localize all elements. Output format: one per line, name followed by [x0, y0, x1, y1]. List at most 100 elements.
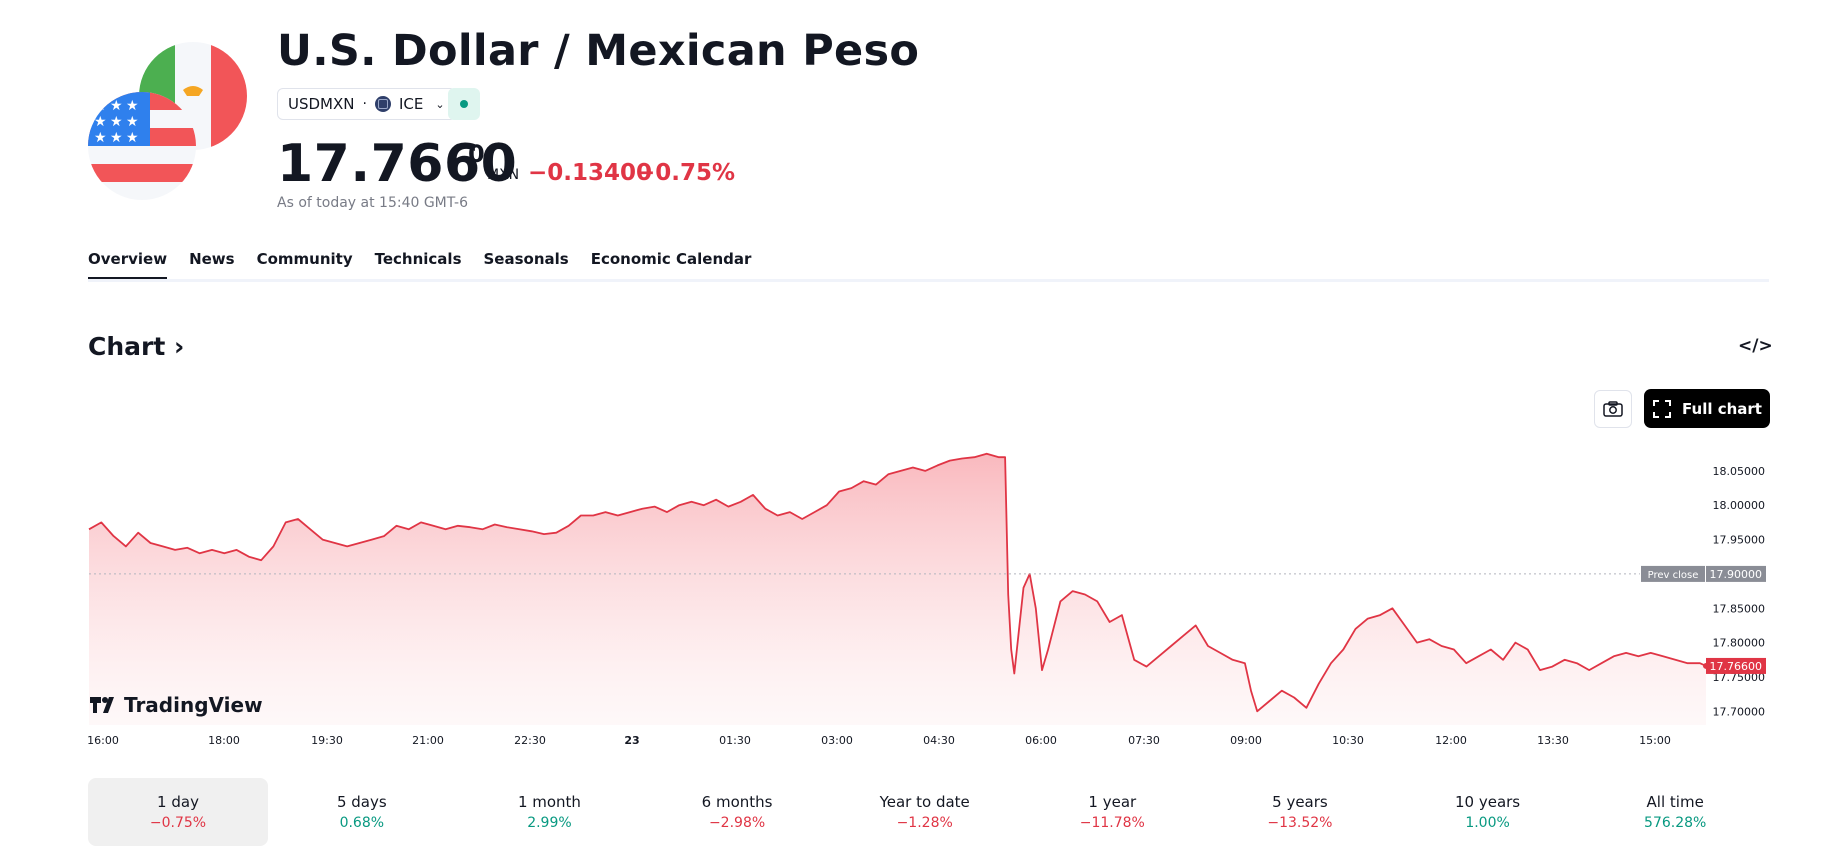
prev-close-tag	[1641, 565, 1705, 582]
x-axis-tick-label: 15:00	[1639, 734, 1671, 747]
svg-text:★: ★	[110, 98, 123, 114]
y-axis-tick-label: 18.00000	[1713, 499, 1766, 512]
chevron-down-icon: ⌄	[435, 97, 445, 111]
code-embed-icon[interactable]: </>	[1738, 336, 1773, 356]
prev-close-value-tag	[1706, 565, 1766, 582]
last-price-tag	[1706, 657, 1766, 674]
chevron-right-icon: ›	[165, 332, 185, 361]
period-all-time[interactable]: All time 576.28%	[1581, 778, 1769, 846]
mexico-flag-icon	[139, 42, 247, 150]
x-axis-tick-label: 09:00	[1230, 734, 1262, 747]
svg-text:★: ★	[126, 98, 139, 114]
exchange-label: ICE	[398, 95, 424, 113]
period-label: 1 day	[157, 793, 199, 811]
period-year-to-date[interactable]: Year to date −1.28%	[831, 778, 1019, 846]
tabs-divider	[88, 279, 1769, 282]
x-axis-tick-label: 04:30	[923, 734, 955, 747]
period-change: 576.28%	[1644, 815, 1707, 831]
svg-text:★: ★	[94, 130, 107, 146]
x-axis-tick-label: 06:00	[1025, 734, 1057, 747]
fullscreen-icon	[1653, 399, 1672, 418]
period-change: 1.00%	[1465, 815, 1510, 831]
x-axis-tick-label: 07:30	[1128, 734, 1160, 747]
y-axis-tick-label: 17.95000	[1713, 534, 1766, 547]
market-open-dot-icon	[460, 100, 468, 108]
period-1-day[interactable]: 1 day −0.75%	[88, 778, 268, 846]
period-1-year[interactable]: 1 year −11.78%	[1019, 778, 1207, 846]
last-price-axis-label: 17.76600	[1710, 660, 1763, 673]
period-label: 1 month	[517, 793, 581, 811]
tradingview-logo-icon	[90, 697, 114, 713]
snapshot-button[interactable]	[1594, 390, 1632, 428]
period-change: 2.99%	[527, 815, 572, 831]
last-price-extra-digit: 0	[468, 140, 485, 168]
period-6-months[interactable]: 6 months −2.98%	[643, 778, 831, 846]
y-axis-tick-label: 17.70000	[1713, 705, 1766, 718]
svg-text:★: ★	[94, 114, 107, 130]
x-axis-tick-label: 19:30	[311, 734, 343, 747]
full-chart-button[interactable]: Full chart	[1644, 389, 1770, 428]
chart-heading-label: Chart	[88, 332, 166, 361]
x-axis-tick-label: 01:30	[719, 734, 751, 747]
period-5-days[interactable]: 5 days 0.68%	[268, 778, 456, 846]
chart-section-link[interactable]: Chart ›	[88, 332, 184, 361]
y-axis-tick-label: 17.80000	[1713, 637, 1766, 650]
x-axis-tick-label: 16:00	[87, 734, 119, 747]
svg-text:★: ★	[126, 114, 139, 130]
price-currency: MXN	[487, 167, 520, 183]
period-label: 1 year	[1088, 793, 1137, 811]
period-label: 5 years	[1272, 793, 1328, 811]
symbol-exchange-dropdown[interactable]: USDMXN · ICE ⌄	[277, 88, 456, 120]
period-change: −2.98%	[708, 815, 766, 831]
price-change-percent: −0.75%	[636, 160, 736, 186]
y-axis-tick-label: 18.05000	[1713, 465, 1766, 478]
tradingview-logo-text: TradingView	[124, 693, 263, 717]
prev-close-label: Prev close	[1648, 570, 1699, 581]
period-10-years[interactable]: 10 years 1.00%	[1394, 778, 1582, 846]
period-label: 6 months	[701, 793, 773, 811]
prev-close-value: 17.90000	[1710, 568, 1763, 581]
symbol-label: USDMXN	[288, 95, 355, 113]
price-timestamp: As of today at 15:40 GMT-6	[277, 195, 468, 211]
price-area-fill	[89, 453, 1706, 725]
period-label: 5 days	[336, 793, 387, 811]
period-5-years[interactable]: 5 years −13.52%	[1206, 778, 1394, 846]
period-label: All time	[1646, 793, 1704, 811]
usa-flag-icon: ★ ★ ★ ★ ★ ★ ★ ★ ★	[88, 92, 196, 200]
tab-seasonals[interactable]: Seasonals	[483, 250, 569, 268]
period-1-month[interactable]: 1 month 2.99%	[456, 778, 644, 846]
period-label: Year to date	[879, 793, 970, 811]
page-title: U.S. Dollar / Mexican Peso	[277, 26, 920, 76]
tab-overview[interactable]: Overview	[88, 250, 168, 280]
y-axis-tick-label: 17.75000	[1713, 671, 1766, 684]
symbol-flags: ★ ★ ★ ★ ★ ★ ★ ★ ★	[88, 42, 248, 202]
camera-icon	[1603, 401, 1623, 417]
svg-text:★: ★	[110, 114, 123, 130]
period-change: −11.78%	[1079, 815, 1145, 831]
x-axis-tick-label: 03:00	[821, 734, 853, 747]
price-change: −0.13400	[528, 160, 653, 186]
price-line	[88, 452, 1707, 713]
separator-dot: ·	[362, 96, 367, 112]
x-axis-tick-label: 23	[624, 734, 639, 747]
period-label: 10 years	[1454, 793, 1521, 811]
exchange-icon	[374, 96, 391, 112]
tab-technicals[interactable]: Technicals	[374, 250, 462, 268]
price-chart[interactable]: 18.05000 18.00000 17.95000 17.85000 17.80000…	[0, 440, 1837, 755]
section-tabs: Overview News Community Technicals Seaso…	[88, 250, 751, 280]
period-change: −1.28%	[896, 815, 953, 831]
x-axis-tick-label: 18:00	[208, 734, 240, 747]
svg-text:★: ★	[110, 130, 123, 146]
last-price: 17.7660	[277, 134, 518, 194]
period-change: −13.52%	[1267, 815, 1333, 831]
svg-text:★: ★	[94, 98, 107, 114]
full-chart-label: Full chart	[1682, 399, 1762, 418]
x-axis-tick-label: 12:00	[1435, 734, 1467, 747]
tradingview-logo: TradingView	[90, 693, 263, 717]
period-change: 0.68%	[339, 815, 385, 831]
market-status-badge[interactable]	[448, 88, 480, 120]
tab-community[interactable]: Community	[256, 250, 353, 268]
tab-news[interactable]: News	[189, 250, 235, 268]
tab-economic-calendar[interactable]: Economic Calendar	[590, 250, 752, 268]
svg-text:★: ★	[126, 130, 139, 146]
